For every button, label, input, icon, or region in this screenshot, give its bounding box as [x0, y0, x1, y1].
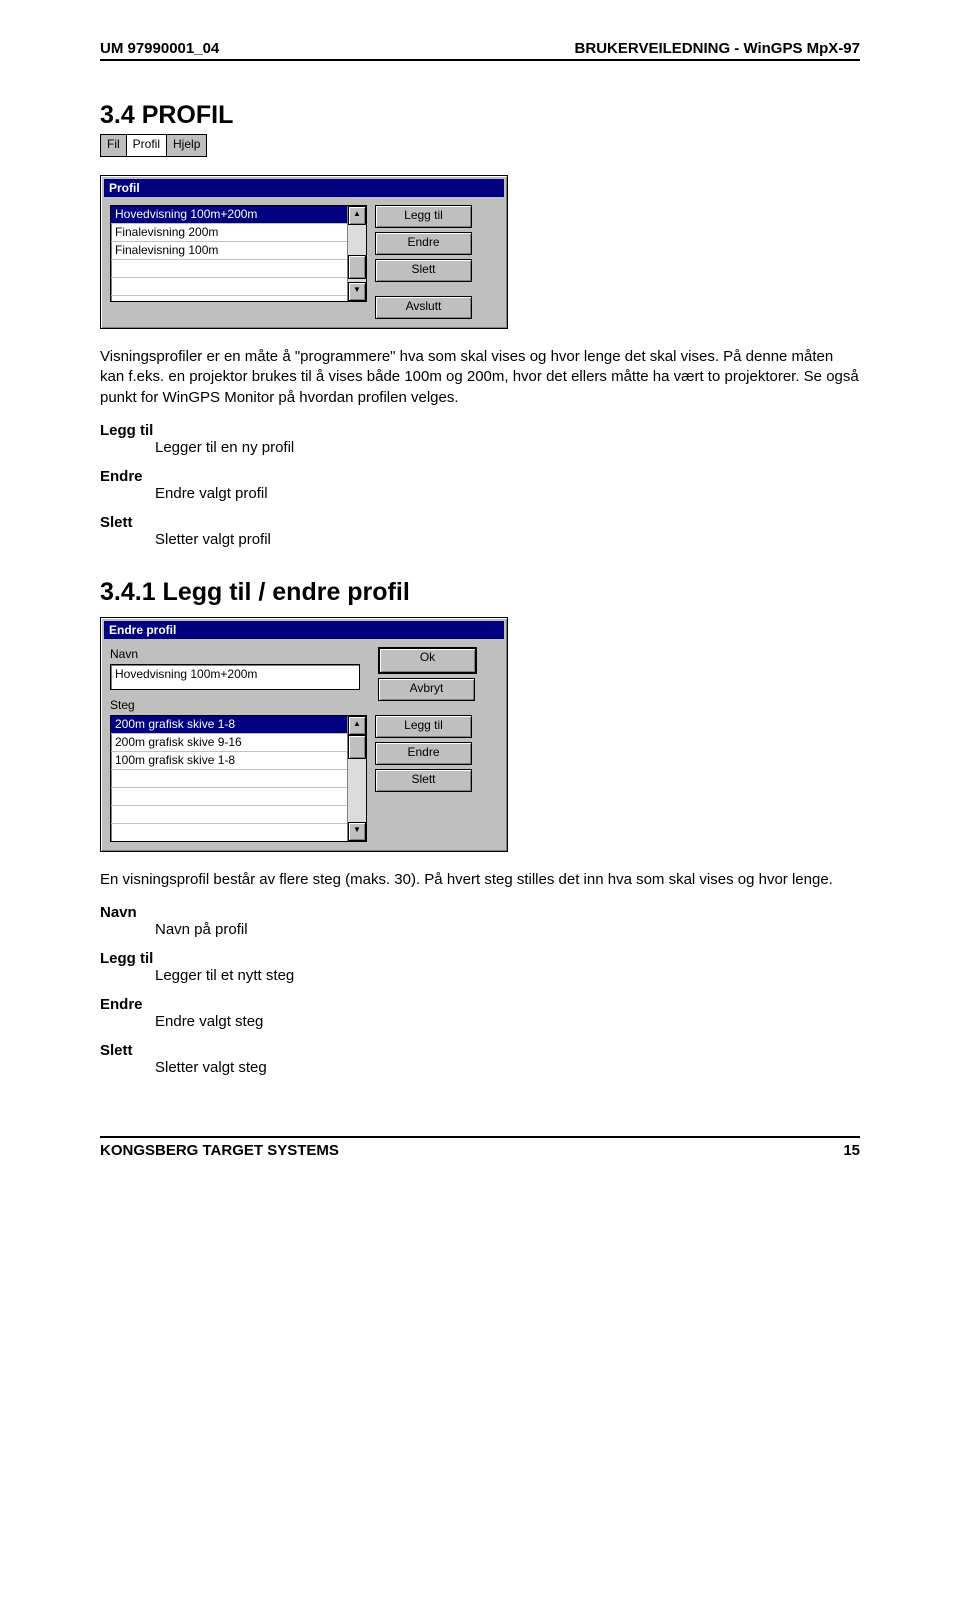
list-item[interactable] [111, 824, 347, 841]
section-title: 3.4 PROFIL [100, 101, 860, 130]
navn-input[interactable]: Hovedvisning 100m+200m [110, 664, 360, 690]
menu-item-profil[interactable]: Profil [127, 135, 167, 156]
menubar: Fil Profil Hjelp [100, 134, 207, 157]
list-item[interactable] [111, 770, 347, 788]
steg-listbox[interactable]: 200m grafisk skive 1-8 200m grafisk skiv… [110, 715, 367, 842]
def-term: Slett [100, 1042, 860, 1059]
list-item[interactable]: Hovedvisning 100m+200m [111, 206, 347, 224]
page-footer: KONGSBERG TARGET SYSTEMS 15 [100, 1136, 860, 1159]
ok-button[interactable]: Ok [378, 647, 477, 674]
list-item[interactable] [111, 260, 347, 278]
def-text: Sletter valgt steg [155, 1059, 860, 1076]
scroll-up-icon[interactable]: ▲ [348, 206, 366, 225]
subsection-title: 3.4.1 Legg til / endre profil [100, 578, 860, 607]
steg-label: Steg [110, 698, 370, 712]
footer-left: KONGSBERG TARGET SYSTEMS [100, 1142, 339, 1159]
def-text: Endre valgt steg [155, 1013, 860, 1030]
footer-right: 15 [843, 1142, 860, 1159]
list-item[interactable] [111, 278, 347, 296]
def-text: Sletter valgt profil [155, 531, 860, 548]
endre-profil-window: Endre profil Navn Hovedvisning 100m+200m… [100, 617, 508, 852]
footer-rule [100, 1136, 860, 1138]
list-item[interactable]: 200m grafisk skive 9-16 [111, 734, 347, 752]
def-text: Navn på profil [155, 921, 860, 938]
list-item[interactable] [111, 788, 347, 806]
navn-label: Navn [110, 647, 370, 661]
scrollbar[interactable]: ▲ ▼ [347, 716, 366, 841]
list-item[interactable]: Finalevisning 200m [111, 224, 347, 242]
endre-button[interactable]: Endre [375, 742, 472, 765]
profil-listbox[interactable]: Hovedvisning 100m+200m Finalevisning 200… [110, 205, 367, 302]
slett-button[interactable]: Slett [375, 259, 472, 282]
paragraph: En visningsprofil består av flere steg (… [100, 870, 860, 890]
endre-titlebar: Endre profil [104, 621, 504, 639]
def-term: Endre [100, 468, 860, 485]
endre-button[interactable]: Endre [375, 232, 472, 255]
scrollbar[interactable]: ▲ ▼ [347, 206, 366, 301]
list-item[interactable]: Finalevisning 100m [111, 242, 347, 260]
def-text: Endre valgt profil [155, 485, 860, 502]
def-term: Navn [100, 904, 860, 921]
def-term: Endre [100, 996, 860, 1013]
page-header: UM 97990001_04 BRUKERVEILEDNING - WinGPS… [100, 40, 860, 57]
def-text: Legger til et nytt steg [155, 967, 860, 984]
menu-item-fil[interactable]: Fil [101, 135, 127, 156]
def-term: Slett [100, 514, 860, 531]
list-item[interactable] [111, 806, 347, 824]
def-term: Legg til [100, 950, 860, 967]
header-right: BRUKERVEILEDNING - WinGPS MpX-97 [575, 40, 860, 57]
avbryt-button[interactable]: Avbryt [378, 678, 475, 701]
profil-titlebar: Profil [104, 179, 504, 197]
profil-window: Profil Hovedvisning 100m+200m Finalevisn… [100, 175, 508, 329]
list-item[interactable]: 200m grafisk skive 1-8 [111, 716, 347, 734]
scroll-down-icon[interactable]: ▼ [348, 822, 366, 841]
legg-til-button[interactable]: Legg til [375, 205, 472, 228]
scroll-up-icon[interactable]: ▲ [348, 716, 366, 735]
avslutt-button[interactable]: Avslutt [375, 296, 472, 319]
header-rule [100, 59, 860, 61]
legg-til-button[interactable]: Legg til [375, 715, 472, 738]
scroll-thumb[interactable] [348, 735, 366, 759]
menu-item-hjelp[interactable]: Hjelp [167, 135, 207, 156]
list-item[interactable]: 100m grafisk skive 1-8 [111, 752, 347, 770]
paragraph: Visningsprofiler er en måte å "programme… [100, 347, 860, 408]
scroll-down-icon[interactable]: ▼ [348, 282, 366, 301]
def-text: Legger til en ny profil [155, 439, 860, 456]
slett-button[interactable]: Slett [375, 769, 472, 792]
def-term: Legg til [100, 422, 860, 439]
header-left: UM 97990001_04 [100, 40, 219, 57]
scroll-thumb[interactable] [348, 255, 366, 279]
